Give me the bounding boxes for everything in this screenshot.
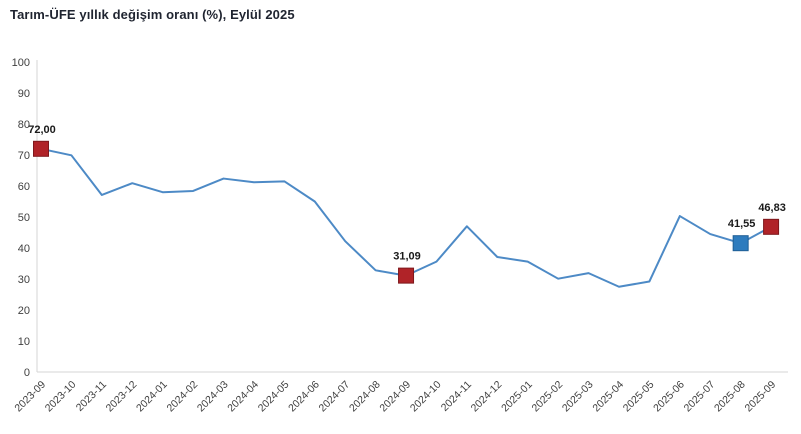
- x-tick-label: 2024-12: [469, 379, 505, 415]
- x-tick-label: 2025-04: [590, 379, 626, 415]
- x-tick-label: 2024-06: [286, 379, 322, 415]
- data-point-label: 72,00: [28, 124, 56, 136]
- y-tick-label: 60: [18, 181, 30, 193]
- y-tick-label: 10: [18, 336, 30, 348]
- y-tick-label: 70: [18, 150, 30, 162]
- x-tick-label: 2024-11: [439, 379, 474, 414]
- x-tick-label: 2023-12: [104, 379, 140, 415]
- data-point-label: 46,83: [758, 202, 786, 214]
- x-tick-label: 2024-01: [134, 379, 170, 415]
- data-point-marker: [763, 218, 780, 235]
- y-tick-label: 30: [18, 274, 30, 286]
- y-tick-label: 0: [24, 367, 30, 379]
- x-tick-label: 2025-09: [742, 379, 778, 415]
- x-tick-label: 2025-05: [621, 379, 657, 415]
- x-tick-label: 2025-06: [651, 379, 687, 415]
- x-tick-label: 2024-10: [408, 379, 444, 415]
- y-tick-label: 40: [18, 243, 30, 255]
- data-point-marker: [732, 235, 749, 252]
- line-series: [40, 147, 773, 288]
- x-tick-label: 2023-10: [43, 379, 79, 415]
- x-tick-label: 2025-08: [712, 379, 748, 415]
- x-tick-label: 2024-03: [195, 379, 231, 415]
- chart-title: Tarım-ÜFE yıllık değişim oranı (%), Eylü…: [10, 7, 295, 22]
- x-tick-label: 2024-08: [347, 379, 383, 415]
- x-tick-label: 2023-09: [12, 379, 48, 415]
- data-point-marker: [33, 140, 49, 157]
- data-point-label: 41,55: [728, 218, 756, 230]
- y-tick-label: 80: [18, 119, 30, 131]
- x-tick-label: 2025-07: [682, 379, 718, 415]
- x-tick-label: 2024-05: [256, 379, 292, 415]
- x-tick-label: 2025-03: [560, 379, 596, 415]
- y-tick-label: 100: [12, 57, 30, 69]
- x-tick-label: 2025-02: [530, 379, 566, 415]
- x-tick-label: 2024-07: [317, 379, 353, 415]
- x-tick-label: 2024-04: [225, 379, 261, 415]
- x-tick-label: 2024-09: [377, 379, 413, 415]
- y-tick-label: 50: [18, 212, 30, 224]
- x-tick-label: 2024-02: [164, 379, 200, 415]
- y-tick-label: 20: [18, 305, 30, 317]
- x-tick-label: 2025-01: [499, 379, 535, 415]
- data-point-marker: [398, 267, 415, 284]
- x-tick-label: 2023-11: [74, 379, 109, 414]
- y-tick-label: 90: [18, 88, 30, 100]
- data-point-label: 31,09: [393, 251, 421, 263]
